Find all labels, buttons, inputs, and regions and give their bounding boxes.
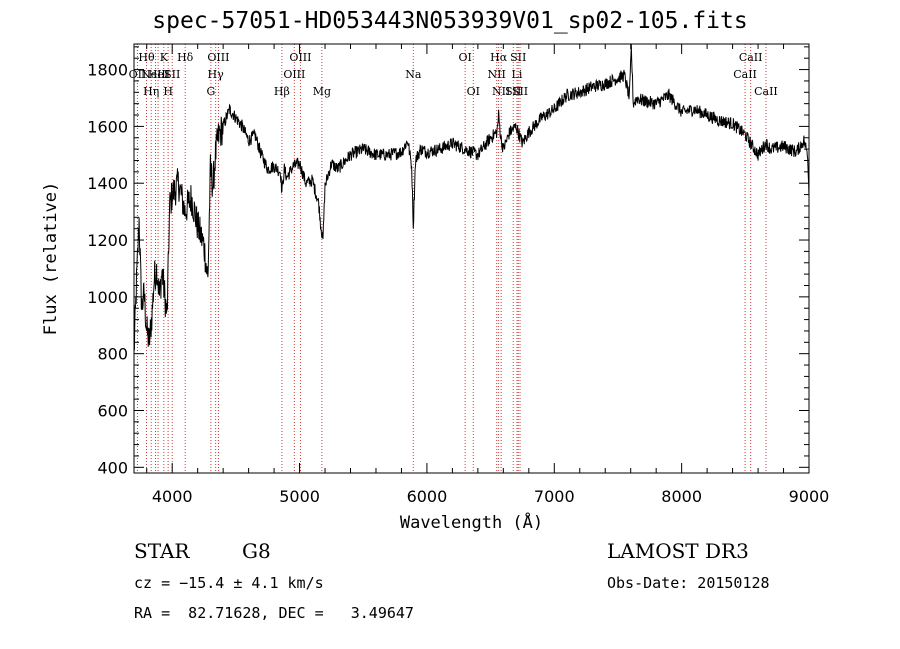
line-label: CaII [739,51,763,64]
x-tick-label: 4000 [152,487,193,506]
line-label: HeI [148,68,168,81]
y-tick-label: 1600 [87,117,128,136]
line-label: NeIII [141,68,170,81]
line-label: H [163,85,173,98]
line-label: G [207,85,216,98]
line-label: Mg [313,85,331,98]
line-label: OIII [283,68,305,81]
y-tick-label: 1000 [87,288,128,307]
plot-frame [133,43,810,474]
object-class: STAR [134,539,190,563]
survey-name: LAMOST DR3 [607,539,749,563]
x-axis-title: Wavelength (Å) [400,511,543,533]
line-label: Na [405,68,422,81]
line-label: NII [492,85,510,98]
line-label: Li [512,68,523,81]
x-tick-label: 9000 [789,487,830,506]
line-label: Hδ [177,51,194,64]
x-tick-label: 8000 [661,487,702,506]
line-label: OI [467,85,480,98]
line-label: OIII [289,51,311,64]
spectrum-line [133,44,810,351]
y-tick-label: 800 [97,345,128,364]
line-label: Hθ [138,51,155,64]
line-label: OII [129,68,147,81]
line-label: SII [510,51,526,64]
chart-title: spec-57051-HD053443N053939V01_sp02-105.f… [152,8,748,34]
y-tick-label: 1800 [87,61,128,80]
y-tick-label: 1400 [87,174,128,193]
y-tick-label: 1200 [87,231,128,250]
line-label: OI [458,51,471,64]
spectral-subclass: G8 [242,539,271,563]
coordinates: RA = 82.71628, DEC = 3.49647 [134,604,414,622]
line-label: Hη [143,85,159,98]
line-label: K [160,51,169,64]
line-label: Hβ [274,85,290,98]
observation-date: Obs-Date: 20150128 [607,574,770,592]
y-tick-label: 400 [97,458,128,477]
x-tick-label: 6000 [407,487,448,506]
line-label: CaII [754,85,778,98]
redshift-value: cz = −15.4 ± 4.1 km/s [134,574,324,592]
x-tick-label: 5000 [279,487,320,506]
line-label: Hα [490,51,508,64]
line-label: NII [488,68,506,81]
line-label: SII [164,68,180,81]
line-label: CaII [733,68,757,81]
line-label: Hγ [208,68,225,81]
y-tick-label: 600 [97,401,128,420]
x-tick-label: 7000 [534,487,575,506]
line-label: SII [505,85,521,98]
line-label: SII [512,85,528,98]
line-label: OIII [207,51,229,64]
y-axis-title: Flux (relative) [41,182,61,336]
